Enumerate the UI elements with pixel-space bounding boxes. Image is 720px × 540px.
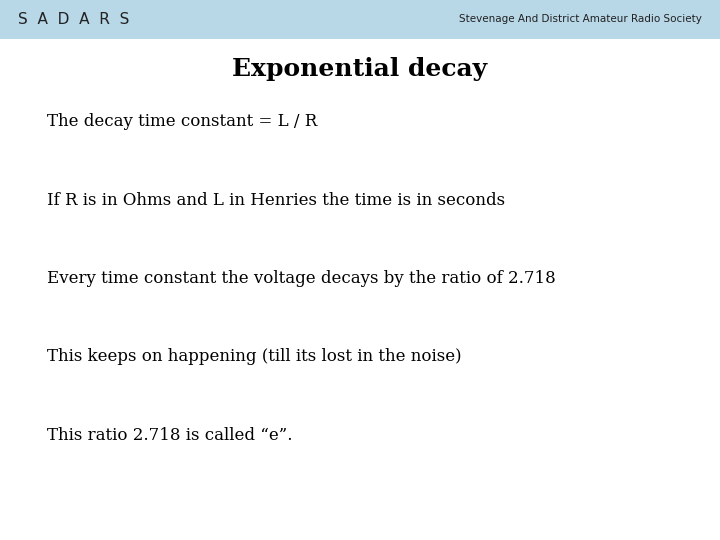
Text: If R is in Ohms and L in Henries the time is in seconds: If R is in Ohms and L in Henries the tim… xyxy=(47,192,505,208)
Text: Every time constant the voltage decays by the ratio of 2.718: Every time constant the voltage decays b… xyxy=(47,270,556,287)
FancyBboxPatch shape xyxy=(0,0,720,39)
Text: The decay time constant = L / R: The decay time constant = L / R xyxy=(47,113,317,130)
Text: This ratio 2.718 is called “e”.: This ratio 2.718 is called “e”. xyxy=(47,427,292,443)
Text: Exponential decay: Exponential decay xyxy=(233,57,487,80)
Text: This keeps on happening (till its lost in the noise): This keeps on happening (till its lost i… xyxy=(47,348,462,365)
Text: S  A  D  A  R  S: S A D A R S xyxy=(18,12,130,27)
Text: Stevenage And District Amateur Radio Society: Stevenage And District Amateur Radio Soc… xyxy=(459,15,702,24)
